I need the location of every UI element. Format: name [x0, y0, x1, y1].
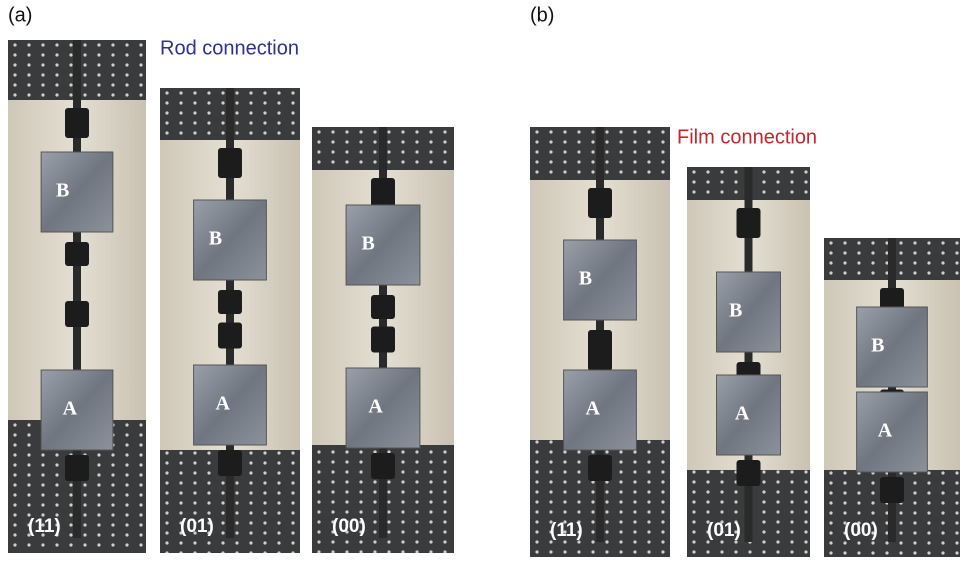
state-label: (01): [180, 516, 214, 537]
block-lower: [564, 370, 637, 450]
block-letter: A: [735, 403, 750, 425]
block-upper: [717, 272, 781, 352]
photo: B A (00): [312, 127, 454, 553]
block-letter: B: [729, 300, 742, 322]
clamp: [371, 327, 395, 353]
clamp: [65, 301, 89, 327]
state-label: (11): [550, 520, 583, 541]
block-upper: [857, 307, 928, 387]
clamp: [737, 208, 761, 238]
photo: B A (11): [8, 40, 146, 553]
clamp: [218, 323, 242, 349]
connection-caption: Film connection: [677, 126, 817, 148]
block-letter: B: [579, 268, 592, 290]
clamp: [371, 295, 395, 319]
clamp: [218, 148, 242, 178]
block-letter: B: [209, 228, 222, 250]
photo: B A (01): [687, 167, 810, 557]
clamp: [65, 242, 89, 266]
state-label: (00): [844, 520, 878, 541]
block-upper: [564, 240, 637, 320]
block-letter: B: [362, 233, 375, 255]
clamp: [65, 108, 89, 138]
clamp: [588, 455, 612, 481]
clamp: [218, 290, 242, 314]
clamp: [371, 453, 395, 479]
block-lower: [346, 368, 420, 448]
clamp: [65, 455, 89, 481]
block-letter: A: [63, 398, 78, 420]
photo: B A (00): [824, 238, 960, 557]
block-lower: [194, 365, 267, 445]
clamp: [588, 345, 612, 371]
state-label: (11): [28, 516, 61, 537]
clamp: [880, 477, 904, 503]
state-label: (01): [707, 520, 741, 541]
connection-caption: Rod connection: [160, 37, 299, 59]
clamp: [371, 178, 395, 208]
panel-label: (a): [8, 4, 32, 26]
block-letter: B: [56, 180, 69, 202]
clamp: [737, 460, 761, 486]
photo: B A (01): [160, 88, 300, 553]
block-letter: B: [871, 335, 884, 357]
block-upper: [41, 152, 113, 232]
block-letter: A: [878, 420, 893, 442]
block-upper: [194, 200, 267, 280]
photo: B A (11): [530, 127, 670, 557]
block-letter: A: [368, 396, 383, 418]
block-letter: A: [585, 398, 600, 420]
figure: (a) B A (11) B A (01) B A (00) Rod connection (b) B A…: [0, 0, 960, 563]
state-label: (00): [332, 516, 366, 537]
block-upper: [346, 205, 420, 285]
clamp: [588, 188, 612, 218]
panel-label: (b): [530, 4, 554, 26]
block-letter: A: [215, 393, 230, 415]
clamp: [218, 450, 242, 476]
